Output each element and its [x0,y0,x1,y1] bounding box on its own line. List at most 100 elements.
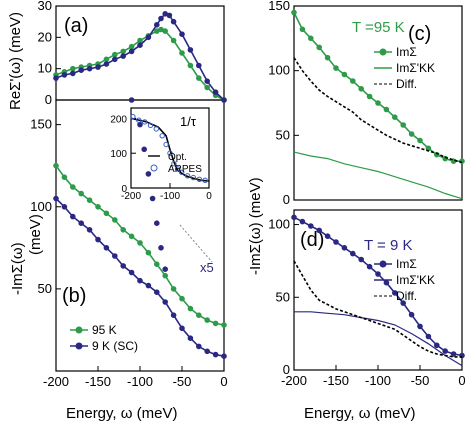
temp-d-label: T = 9 K [364,237,413,254]
data-point-a [112,51,118,58]
data-point-a [204,78,210,84]
data-point-b [221,353,227,360]
data-point-b [145,282,152,289]
data-point-a [137,37,143,44]
data-point-b-inset [196,176,203,183]
data-point-b-inset [179,169,185,176]
data-point-c [383,106,390,113]
panel-a-label: (a) [64,15,88,37]
xlabel-left: Energy, ω (meV) [66,405,177,422]
data-point-a [212,89,219,95]
data-point-b [158,245,164,251]
xtick-label-b-inset: -200 [121,191,141,202]
data-point-b-inset [153,126,160,132]
ylabel-b-unit: (meV) [27,214,44,255]
data-point-d [408,311,415,318]
legend-marker-b-inset [150,164,158,172]
xtick-label-d: -150 [323,373,349,388]
temp-c-label: T =95 K [352,19,405,36]
legend-label-d: ImΣ [396,257,417,271]
xtick-label-b: -150 [85,374,111,389]
data-point-a [162,28,168,34]
legend-label-b-inset: Opt. [168,152,187,163]
data-point-b [95,236,101,243]
data-point-b [70,213,76,220]
ytick-label-c: 100 [268,63,290,78]
data-point-b-inset [190,174,197,181]
ytick-label-c: 0 [283,192,290,207]
data-point-a [103,56,110,63]
ytick-label-d: 100 [268,217,290,232]
data-point-b [204,317,210,323]
ytick-label-a: 20 [38,29,52,44]
data-point-d [350,250,356,257]
data-point-b [78,220,84,226]
panel-b-label: (b) [62,285,86,307]
legend-label-b: 9 K (SC) [92,339,138,353]
data-point-a [154,22,160,28]
ylabel-a: ReΣ'(ω) (meV) [7,12,24,110]
data-point-c [400,122,407,128]
data-point-b [212,351,219,358]
data-point-a [204,84,210,91]
data-point-b [204,348,210,355]
data-point-d [434,342,440,349]
data-point-a [179,50,185,56]
data-point-b [187,335,194,342]
data-point-a [103,61,110,67]
ytick-label-b-inset: 200 [110,114,127,125]
legend-label-c: ImΣ'KK [396,61,435,75]
ylabel-b: -ImΣ(ω) [9,242,26,295]
data-point-a [95,64,101,70]
ytick-label-c: 50 [276,127,290,142]
legend-label-b-inset: ARPES [168,164,202,175]
series-line-d-2 [293,260,462,358]
data-point-b [95,204,101,210]
data-point-d [324,233,331,239]
ytick-label-a: 0 [45,92,52,107]
xtick-label-d: -100 [365,373,391,388]
data-point-d [341,245,348,251]
data-point-a [221,97,227,103]
data-point-a [128,48,135,55]
xtick-label-d: -50 [411,373,430,388]
data-point-c [375,100,381,106]
ytick-label-a: 10 [38,61,52,76]
data-point-b-inset [142,119,148,125]
series-line-d-1 [294,311,463,367]
data-point-b [154,220,160,226]
data-point-b-inset [130,114,136,120]
panel-c-frame [293,5,463,201]
legend-label-d: Diff. [396,289,417,303]
data-point-b [137,240,143,246]
data-point-b [196,312,202,319]
data-point-b-inset [163,141,169,148]
data-point-b-inset [184,173,191,179]
data-point-a [86,65,93,72]
data-point-c [366,93,373,100]
series-line-a-0 [55,28,225,101]
panel-d-label: (d) [300,229,324,251]
data-point-b [149,195,156,202]
data-point-d [400,300,407,306]
data-point-a [70,70,76,77]
ytick-label-b: 100 [30,199,52,214]
data-point-c [417,137,423,144]
data-point-d [333,239,339,245]
xtick-label-b-inset: -100 [160,191,180,202]
data-point-b [78,190,84,197]
xtick-label-b: -200 [43,374,69,389]
data-point-b [86,197,93,203]
data-point-c [350,78,356,84]
data-point-d [392,290,398,296]
data-point-c [324,54,331,61]
data-point-a [120,48,126,55]
x5-label: x5 [200,260,214,275]
data-point-b-inset [171,161,177,167]
data-point-b [179,325,185,332]
data-point-b [179,295,185,302]
data-point-c [333,65,339,71]
data-point-a [78,67,84,73]
data-point-a [128,43,135,50]
